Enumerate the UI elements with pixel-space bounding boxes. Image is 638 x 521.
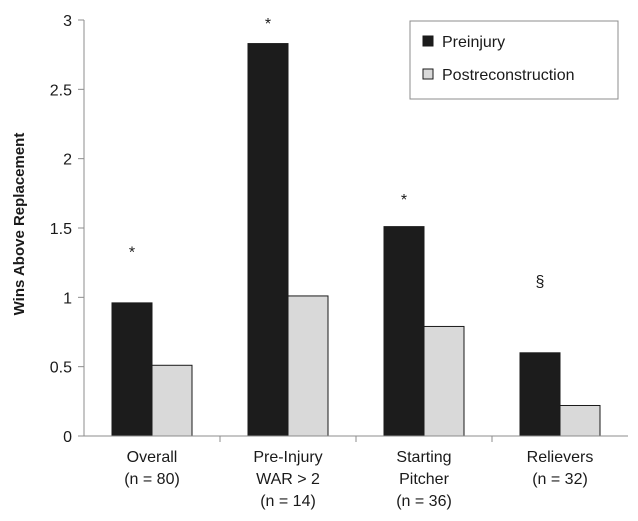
legend-label: Postreconstruction <box>442 67 575 84</box>
y-tick-label: 1.5 <box>50 221 72 238</box>
bar-postreconstruction <box>423 325 465 437</box>
y-tick-label: 0 <box>63 429 72 446</box>
significance-markers: * * * § <box>129 16 545 291</box>
bar-preinjury <box>111 302 153 437</box>
x-category-label: WAR > 2 <box>256 471 320 488</box>
y-axis: 0 0.5 1 1.5 2 2.5 3 <box>50 13 85 446</box>
x-category-label: Pitcher <box>399 471 449 488</box>
significance-marker: § <box>536 274 545 291</box>
y-tick-label: 2.5 <box>50 82 72 99</box>
x-category-label: Pre-Injury <box>253 449 322 466</box>
x-category-label: (n = 36) <box>396 493 452 510</box>
significance-marker: * <box>129 245 135 262</box>
bar-preinjury <box>519 352 561 437</box>
y-tick-label: 0.5 <box>50 360 72 377</box>
bar-preinjury <box>383 226 425 437</box>
y-tick-label: 2 <box>63 152 72 169</box>
x-category-label: Overall <box>127 449 178 466</box>
x-category-label: Relievers <box>527 449 594 466</box>
bar-postreconstruction <box>151 364 193 437</box>
x-axis: Overall (n = 80) Pre-Injury WAR > 2 (n = 14)… <box>84 435 628 510</box>
x-category-label: (n = 14) <box>260 493 316 510</box>
legend: Preinjury Postreconstruction <box>409 20 619 100</box>
y-axis-label: Wins Above Replacement <box>11 133 28 316</box>
bar-postreconstruction <box>559 404 601 437</box>
bar-preinjury <box>247 43 289 437</box>
x-category-label: (n = 80) <box>124 471 180 488</box>
bar-postreconstruction <box>287 295 329 437</box>
x-category-label: (n = 32) <box>532 471 588 488</box>
y-tick-label: 1 <box>63 290 72 307</box>
legend-label: Preinjury <box>442 34 505 51</box>
x-category-label: Starting <box>396 449 451 466</box>
significance-marker: * <box>265 16 271 33</box>
significance-marker: * <box>401 192 407 209</box>
legend-box <box>409 20 619 100</box>
legend-swatch <box>422 35 434 47</box>
y-tick-label: 3 <box>63 13 72 30</box>
bars <box>111 43 601 437</box>
legend-swatch <box>422 68 434 80</box>
